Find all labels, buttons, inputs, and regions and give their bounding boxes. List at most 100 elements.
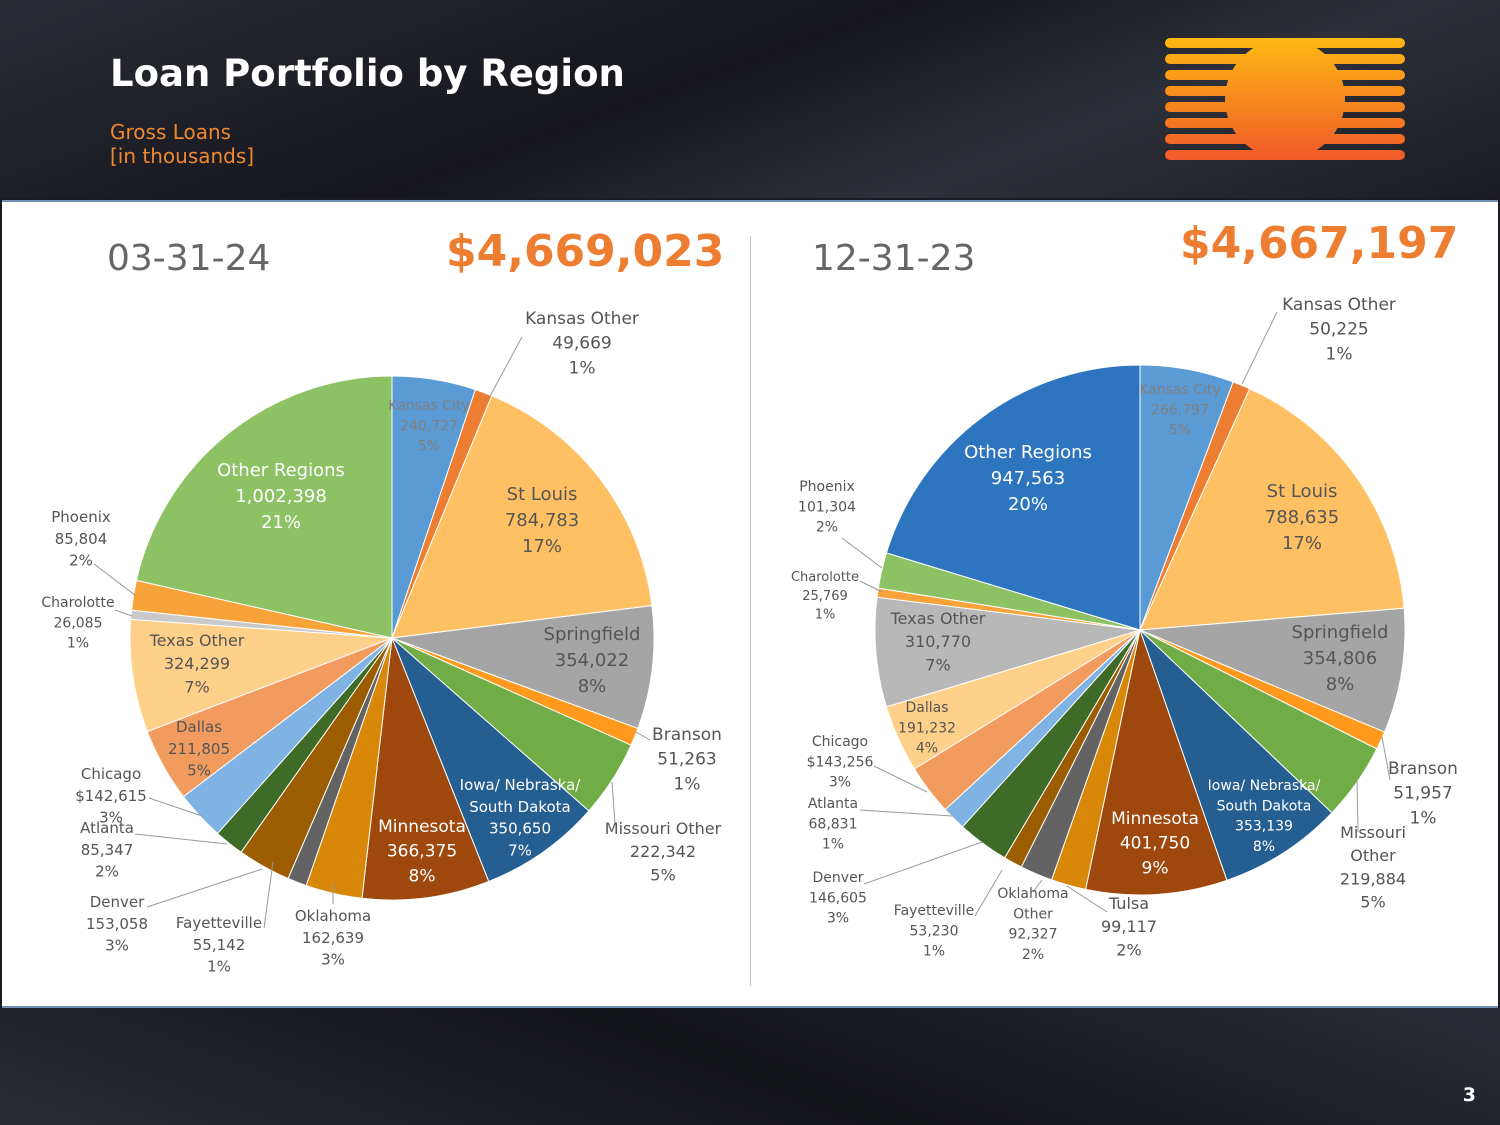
leader-line-missouri-other	[1356, 779, 1359, 833]
slice-label-line: 85,804	[55, 530, 108, 548]
pie-slice-other-regions	[135, 375, 393, 639]
slice-label-line: Iowa/ Nebraska/	[460, 776, 582, 794]
leader-line-branson	[635, 731, 651, 741]
slice-label-phoenix: Phoenix 85,804 2%	[51, 508, 111, 570]
slice-label-line: 3%	[99, 809, 123, 827]
pie-slice-iowa-nebraska-south-dakota	[391, 637, 590, 883]
slice-label-line: Other	[1013, 906, 1053, 922]
slice-label-line: 85,347	[81, 841, 134, 859]
slice-label-atlanta: Atlanta 68,831 1%	[808, 796, 858, 853]
slice-label-branson: Branson 51,263 1%	[652, 725, 722, 794]
slice-label-line: 26,085	[54, 615, 103, 631]
slice-label-st-louis: St Louis 784,783 17%	[505, 484, 579, 557]
slice-label-line: 5%	[187, 762, 211, 780]
slice-label-charolotte: Charolotte 25,769 1%	[791, 570, 859, 623]
slice-label-line: 49,669	[552, 334, 611, 354]
slice-label-line: 20%	[1008, 494, 1048, 515]
slice-label-line: $142,615	[75, 787, 147, 805]
slice-label-line: Charolotte	[791, 570, 859, 585]
slice-label-line: Atlanta	[80, 819, 134, 837]
pie-slice-st-louis	[391, 395, 653, 639]
slice-label-line: Minnesota	[1111, 809, 1199, 829]
slice-label-line: 2%	[1022, 947, 1044, 963]
slice-label-line: Charolotte	[41, 595, 114, 611]
slice-label-line: 324,299	[164, 654, 230, 673]
right-chart-total: $4,667,197	[1180, 218, 1459, 269]
slice-label-line: 99,117	[1101, 917, 1157, 936]
slice-label-oklahoma: Oklahoma 162,639 3%	[295, 907, 371, 969]
leader-line-charolotte	[859, 580, 883, 593]
slice-label-line: 51,957	[1393, 784, 1452, 804]
slice-label-line: Fayetteville	[176, 914, 262, 932]
leader-line-tulsa	[1066, 885, 1108, 913]
slice-label-line: Kansas City	[1139, 382, 1220, 398]
leader-line-oklahoma-other	[1032, 879, 1043, 893]
left-chart-total: $4,669,023	[446, 226, 725, 277]
slice-label-fayetteville: Fayetteville 53,230 1%	[894, 903, 974, 960]
slice-label-line: 191,232	[898, 720, 956, 736]
slice-label-phoenix: Phoenix 101,304 2%	[798, 479, 856, 536]
leader-line-denver	[146, 868, 263, 908]
subtitle-line-1: Gross Loans	[110, 120, 232, 144]
slice-label-line: $143,256	[807, 754, 874, 770]
pie-slice-springfield	[391, 605, 655, 730]
slice-label-line: 219,884	[1340, 869, 1406, 888]
slice-label-line: 1%	[1410, 808, 1437, 828]
slice-label-texas-other: Texas Other 324,299 7%	[149, 631, 245, 696]
chart-divider	[750, 236, 751, 986]
slice-label-line: 1%	[1326, 344, 1353, 364]
slice-label-line: 401,750	[1120, 834, 1190, 854]
slice-label-line: 101,304	[798, 499, 856, 515]
pie-slice-springfield	[1139, 607, 1406, 733]
slice-label-line: St Louis	[507, 484, 578, 505]
slice-label-line: Texas Other	[890, 609, 986, 628]
pie-slice-minnesota	[361, 637, 490, 901]
footer-banner	[0, 1008, 1500, 1125]
slice-label-springfield: Springfield 354,022 8%	[544, 624, 641, 697]
slice-label-line: Oklahoma	[997, 886, 1068, 902]
slice-label-line: 1%	[569, 358, 596, 378]
slice-label-line: 366,375	[387, 842, 457, 862]
slice-label-line: 266,797	[1151, 402, 1209, 418]
slice-label-line: South Dakota	[1217, 798, 1312, 814]
slice-label-line: Chicago	[81, 765, 141, 783]
page-subtitle: Gross Loans [in thousands]	[110, 120, 254, 168]
leader-line-atlanta	[134, 833, 228, 845]
slice-label-line: 162,639	[302, 929, 364, 947]
slice-label-line: 5%	[1360, 893, 1385, 912]
slice-label-line: Other Regions	[964, 442, 1092, 463]
slice-label-line: 784,783	[505, 510, 579, 531]
slice-label-line: 68,831	[809, 816, 858, 832]
page-title: Loan Portfolio by Region	[110, 52, 625, 95]
slice-label-line: Missouri	[1340, 823, 1406, 842]
slice-label-line: Branson	[652, 725, 722, 745]
slice-label-line: 17%	[1282, 533, 1322, 554]
slice-label-line: 1%	[674, 774, 701, 794]
slice-label-line: 55,142	[193, 936, 246, 954]
slice-label-line: 2%	[1116, 940, 1141, 959]
slice-label-line: 8%	[1326, 674, 1355, 695]
slice-label-line: Springfield	[544, 624, 641, 645]
slice-label-line: 788,635	[1265, 507, 1339, 528]
slice-label-line: 5%	[650, 865, 675, 884]
slice-label-line: Kansas City	[388, 398, 469, 414]
leader-line-chicago	[148, 797, 203, 817]
slice-label-line: 947,563	[991, 468, 1065, 489]
pie-slice-st-louis	[1139, 388, 1405, 631]
slice-label-line: Minnesota	[378, 817, 466, 837]
slice-label-line: 21%	[261, 512, 301, 533]
leader-line-missouri-other	[611, 781, 616, 825]
slice-label-line: Missouri Other	[605, 819, 722, 838]
slice-label-line: 2%	[69, 552, 93, 570]
slice-label-texas-other: Texas Other 310,770 7%	[890, 609, 986, 674]
slice-label-chicago: Chicago $142,615 3%	[75, 765, 147, 827]
slice-label-line: 5%	[1169, 423, 1191, 439]
slice-label-line: 1%	[67, 636, 89, 652]
slice-label-line: Branson	[1388, 759, 1458, 779]
slice-label-line: Denver	[90, 893, 145, 911]
slice-label-branson: Branson 51,957 1%	[1388, 759, 1458, 828]
slice-label-chicago: Chicago $143,256 3%	[807, 734, 874, 791]
slice-label-line: 5%	[418, 439, 440, 455]
slice-label-line: 3%	[321, 951, 345, 969]
slice-label-line: Springfield	[1292, 622, 1389, 643]
